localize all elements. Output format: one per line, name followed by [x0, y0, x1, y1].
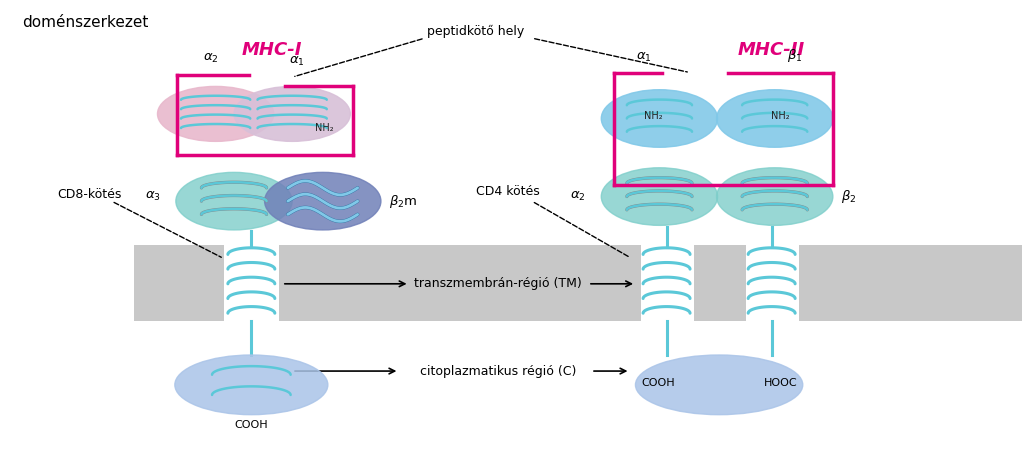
Text: peptidkötő hely: peptidkötő hely — [428, 24, 525, 38]
Ellipse shape — [602, 168, 717, 225]
Text: COOH: COOH — [641, 377, 675, 388]
Bar — [799, 245, 1022, 321]
Text: $\alpha_3$: $\alpha_3$ — [144, 190, 161, 203]
Ellipse shape — [716, 90, 833, 147]
Bar — [134, 245, 224, 321]
Ellipse shape — [265, 172, 381, 230]
Text: NH₂: NH₂ — [315, 123, 333, 134]
Text: MHC-II: MHC-II — [738, 41, 805, 59]
Text: $\alpha_1$: $\alpha_1$ — [290, 55, 305, 68]
Text: CD8-kötés: CD8-kötés — [57, 188, 122, 201]
Bar — [279, 245, 641, 321]
Ellipse shape — [175, 355, 327, 415]
Text: NH₂: NH₂ — [644, 111, 663, 121]
Text: $\beta_2$m: $\beta_2$m — [389, 193, 417, 210]
Ellipse shape — [716, 168, 833, 225]
Text: CD4 kötés: CD4 kötés — [476, 185, 539, 199]
Text: $\alpha_2$: $\alpha_2$ — [203, 52, 218, 65]
Text: doménszerkezet: doménszerkezet — [21, 15, 148, 30]
Text: MHC-I: MHC-I — [241, 41, 302, 59]
Text: citoplazmatikus régió (C): citoplazmatikus régió (C) — [420, 365, 576, 377]
Bar — [695, 245, 746, 321]
Text: COOH: COOH — [234, 420, 268, 430]
Text: NH₂: NH₂ — [771, 111, 790, 121]
Text: HOOC: HOOC — [763, 377, 797, 388]
Text: transzmembrán-régió (TM): transzmembrán-régió (TM) — [414, 277, 582, 290]
Ellipse shape — [176, 172, 293, 230]
Text: $\beta_1$: $\beta_1$ — [788, 47, 803, 64]
Ellipse shape — [234, 86, 350, 141]
Text: $\beta_2$: $\beta_2$ — [841, 188, 856, 205]
Text: $\alpha_2$: $\alpha_2$ — [571, 190, 586, 203]
Ellipse shape — [635, 355, 803, 415]
Ellipse shape — [158, 86, 274, 141]
Text: $\alpha_1$: $\alpha_1$ — [636, 51, 652, 64]
Ellipse shape — [602, 90, 717, 147]
